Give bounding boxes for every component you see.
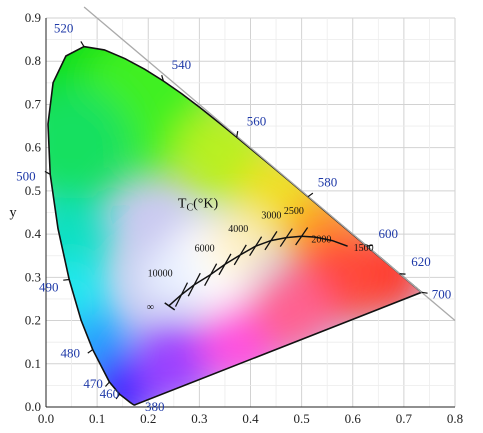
locus-tick xyxy=(63,278,70,281)
locus-tick xyxy=(80,41,85,47)
wavelength-label: 380 xyxy=(145,399,165,414)
y-tick-label: 0.5 xyxy=(25,183,41,198)
fill-blob xyxy=(48,86,133,210)
x-tick-label: 0.5 xyxy=(294,411,310,426)
plot-axes xyxy=(45,18,455,408)
isotemperature-line xyxy=(279,228,293,247)
x-tick-label: 0.6 xyxy=(345,411,362,426)
isotemperature-line xyxy=(174,282,189,307)
wavelength-label: 470 xyxy=(83,376,103,391)
wavelength-label: 500 xyxy=(16,168,36,183)
wavelength-label: 620 xyxy=(411,254,431,269)
wavelength-label: 540 xyxy=(172,57,192,72)
wavelength-label: 520 xyxy=(54,21,74,36)
y-tick-label: 0.0 xyxy=(25,399,41,414)
locus-tick xyxy=(161,75,164,82)
planckian-locus-title: TC(°K) xyxy=(178,196,219,213)
wavelength-label: 490 xyxy=(39,279,59,294)
cct-label: 6000 xyxy=(195,244,215,255)
isotemperature-line xyxy=(218,253,232,276)
y-tick-label: 0.6 xyxy=(25,140,42,155)
locus-tick xyxy=(115,393,121,400)
x-tick-label: 0.1 xyxy=(89,411,105,426)
y-tick-label: 0.7 xyxy=(25,96,42,111)
diagonal-reference-line xyxy=(83,6,456,322)
x-axis-title: x xyxy=(145,429,152,433)
y-tick-label: 0.9 xyxy=(25,10,41,25)
wavelength-label: 480 xyxy=(61,346,81,361)
isotemperature-line xyxy=(204,263,218,287)
y-tick-label: 0.8 xyxy=(25,53,41,68)
cct-labels: ∞ 10000 6000 4000 3000 2500 2000 1500 xyxy=(147,206,374,313)
isotemperature-line xyxy=(295,227,309,246)
isotemperature-line xyxy=(233,244,247,266)
locus-tick xyxy=(87,349,94,354)
wavelength-label: 460 xyxy=(100,386,120,401)
locus-tick xyxy=(236,131,239,138)
cct-label: 4000 xyxy=(228,224,248,235)
x-tick-label: 0.7 xyxy=(396,411,413,426)
infinity-cap xyxy=(164,302,176,311)
locus-tick xyxy=(104,381,110,387)
wavelength-label: 580 xyxy=(318,175,338,190)
planckian-locus xyxy=(164,227,348,311)
y-tick-label: 0.4 xyxy=(25,226,42,241)
locus-tick xyxy=(307,192,314,198)
y-axis-title: y xyxy=(10,206,17,221)
cct-label: ∞ xyxy=(147,302,154,313)
wavelength-label: 700 xyxy=(432,286,452,301)
x-tick-label: 0.3 xyxy=(191,411,207,426)
cct-label: 1500 xyxy=(354,243,374,254)
fill-blob xyxy=(250,271,333,353)
isotemperature-line xyxy=(249,236,263,257)
spectral-locus-ticks xyxy=(44,41,428,400)
y-tick-label: 0.2 xyxy=(25,313,41,328)
y-tick-label: 0.1 xyxy=(25,356,41,371)
wavelength-label: 560 xyxy=(247,113,266,128)
y-tick-labels: 0.0 0.1 0.2 0.3 0.4 0.5 0.6 0.7 0.8 0.9 xyxy=(25,10,42,414)
x-tick-label: 0.4 xyxy=(242,411,259,426)
x-tick-label: 0.0 xyxy=(38,411,54,426)
cct-label: 2000 xyxy=(311,234,331,245)
cct-label: 2500 xyxy=(284,206,304,217)
cct-label: 3000 xyxy=(261,210,281,221)
locus-tick xyxy=(421,291,428,294)
cct-label: 10000 xyxy=(148,269,173,280)
x-tick-label: 0.8 xyxy=(447,411,463,426)
wavelength-label: 600 xyxy=(379,226,399,241)
locus-tick xyxy=(366,244,373,247)
y-tick-label: 0.3 xyxy=(25,269,41,284)
x-tick-labels: 0.0 0.1 0.2 0.3 0.4 0.5 0.6 0.7 0.8 xyxy=(38,411,463,426)
isotemperature-line xyxy=(264,230,278,251)
x-tick-label: 0.2 xyxy=(140,411,156,426)
isotemperature-line xyxy=(187,272,201,297)
fill-blob xyxy=(209,212,271,274)
